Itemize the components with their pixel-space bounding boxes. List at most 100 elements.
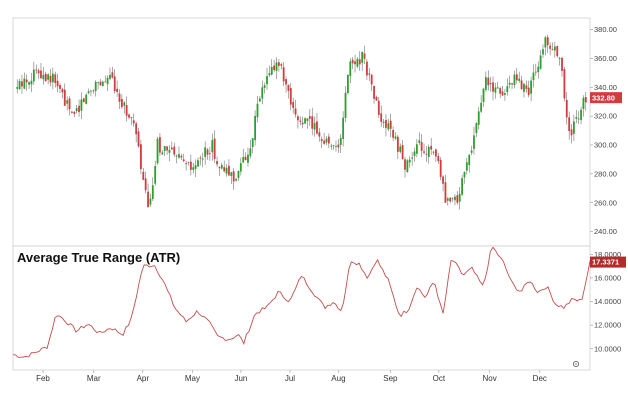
candle: [456, 191, 459, 205]
candle: [187, 161, 190, 166]
candle: [280, 62, 283, 70]
candle: [244, 152, 247, 161]
candle: [577, 111, 580, 125]
candle: [480, 95, 483, 114]
candle: [220, 162, 223, 170]
candle: [573, 114, 575, 142]
candle: [189, 154, 192, 176]
candle: [435, 148, 437, 162]
candle: [399, 143, 402, 154]
candle: [361, 51, 364, 71]
candle: [297, 114, 299, 129]
candle: [21, 74, 23, 94]
atr-tick-label: 12.0000: [594, 321, 621, 330]
candle: [63, 83, 66, 106]
candle: [285, 76, 287, 93]
candle: [370, 74, 373, 92]
candle: [342, 111, 345, 147]
candle: [178, 146, 180, 160]
candle: [85, 93, 88, 105]
candle: [104, 75, 107, 83]
candle: [135, 121, 138, 143]
candle: [580, 106, 582, 125]
price-candles: [16, 34, 587, 210]
candle: [408, 156, 411, 168]
candle: [313, 116, 316, 137]
candle: [523, 83, 525, 98]
last-price-label: 332.80: [592, 93, 615, 102]
candle: [304, 117, 306, 125]
candle: [451, 197, 454, 202]
candle: [175, 154, 178, 164]
candle: [66, 96, 69, 111]
price-tick-label: 260.00: [594, 198, 617, 207]
candle: [356, 57, 359, 69]
candle: [420, 134, 423, 157]
price-tick-label: 380.00: [594, 25, 617, 34]
candle: [199, 155, 202, 166]
candle: [299, 116, 302, 126]
candle: [306, 118, 309, 129]
candle: [318, 128, 321, 142]
candle: [506, 78, 509, 96]
candle: [537, 61, 540, 79]
candle: [249, 139, 252, 159]
candle: [425, 146, 428, 162]
candle: [582, 95, 585, 117]
gear-icon[interactable]: [572, 360, 580, 368]
candle: [504, 88, 506, 101]
atr-tick-label: 10.0000: [594, 344, 621, 353]
candle: [144, 171, 147, 194]
candle: [211, 133, 214, 161]
candle: [90, 89, 92, 97]
candle: [258, 96, 261, 102]
candle: [558, 56, 561, 66]
candle: [228, 159, 230, 177]
candle: [123, 101, 126, 114]
candle: [499, 86, 502, 98]
candle: [294, 99, 297, 118]
candle: [458, 186, 461, 210]
candle: [487, 70, 490, 91]
candle: [54, 71, 57, 88]
last-price-badge: 332.80: [590, 92, 622, 104]
candle: [147, 183, 149, 208]
candle: [182, 153, 185, 163]
candle: [201, 152, 204, 168]
candle: [30, 72, 33, 93]
candle: [125, 96, 128, 122]
candle: [513, 70, 516, 89]
candle: [320, 136, 323, 148]
candle: [444, 174, 447, 203]
candle: [392, 126, 395, 142]
last-atr-badge: 17.3371: [590, 256, 626, 268]
candle: [561, 56, 563, 77]
candle: [396, 134, 399, 160]
candle: [473, 126, 475, 155]
candle: [325, 136, 328, 146]
candle: [327, 133, 330, 148]
candle: [273, 59, 276, 72]
candle: [94, 80, 97, 97]
candle: [330, 143, 333, 150]
last-atr-label: 17.3371: [592, 258, 619, 267]
candle: [130, 116, 133, 126]
candle: [18, 78, 21, 90]
x-tick-label: Aug: [331, 374, 345, 383]
candle: [32, 61, 35, 85]
candle: [156, 136, 159, 166]
candle: [99, 79, 102, 86]
candle: [73, 110, 76, 118]
price-panel-frame: [12, 17, 591, 247]
candle: [197, 157, 199, 167]
candle: [37, 68, 40, 80]
price-y-axis-ticks: 240.00 260.00 280.00 300.00 320.00 340.00 360.…: [590, 25, 617, 236]
candle: [170, 141, 173, 150]
candle: [237, 170, 240, 181]
candle: [544, 35, 547, 56]
candle: [277, 59, 280, 72]
candle: [239, 157, 242, 176]
candle: [247, 147, 249, 167]
candle: [194, 159, 197, 178]
candle: [382, 119, 385, 129]
